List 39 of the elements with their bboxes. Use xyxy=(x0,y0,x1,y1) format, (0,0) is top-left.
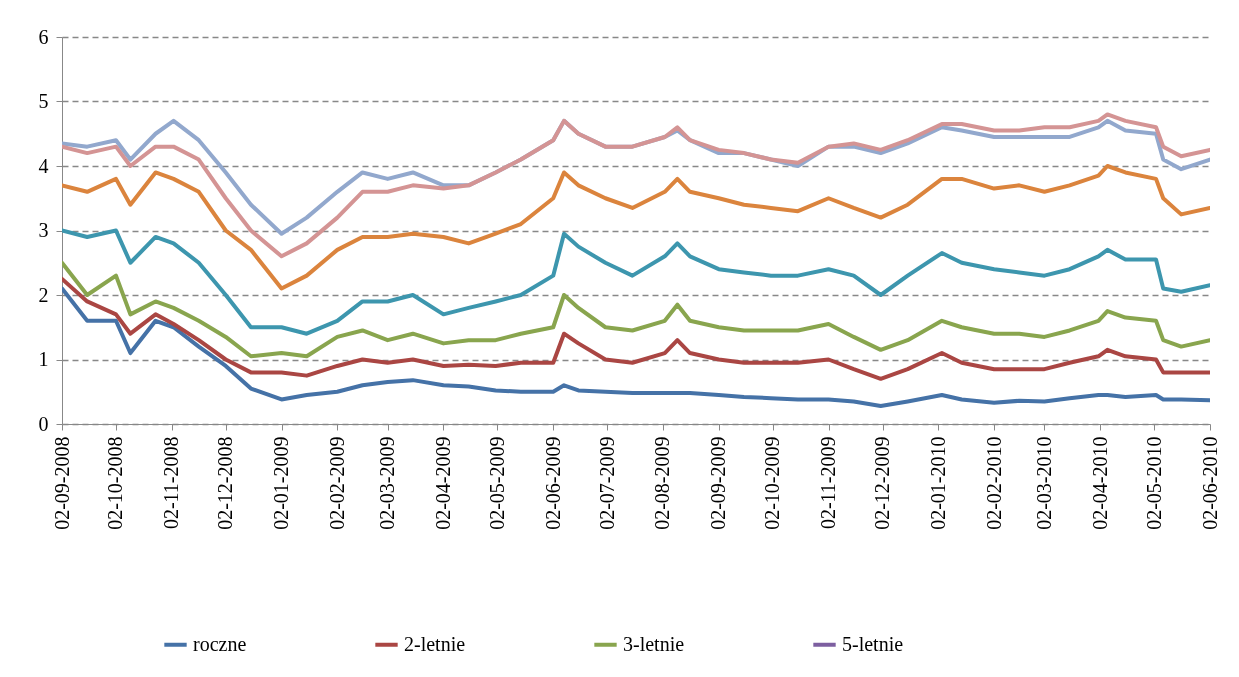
x-tick-label: 02-09-2009 xyxy=(707,436,730,530)
x-tick-label: 02-07-2009 xyxy=(595,436,618,530)
line-series xyxy=(62,164,1210,291)
line-series xyxy=(62,112,1210,259)
x-tick-label: 02-01-2009 xyxy=(270,436,293,530)
legend-label: 3-letnie xyxy=(623,632,685,655)
legend-label: 5-letnie xyxy=(842,632,904,655)
x-tick-label: 02-10-2008 xyxy=(104,436,127,530)
legend-label: roczne xyxy=(193,632,247,655)
x-tick-label: 02-10-2009 xyxy=(761,436,784,530)
line-series xyxy=(62,260,1210,359)
x-tick-label: 02-03-2009 xyxy=(376,436,399,530)
x-tick-label: 02-08-2009 xyxy=(651,436,674,530)
y-tick-label: 2 xyxy=(38,283,49,306)
x-tick-label: 02-11-2009 xyxy=(817,436,840,530)
x-tick-label: 02-02-2010 xyxy=(982,436,1005,530)
x-tick-label: 02-05-2010 xyxy=(1142,436,1165,530)
line-series xyxy=(62,276,1210,381)
legend-label: 2-letnie xyxy=(404,632,466,655)
x-tick-label: 02-04-2010 xyxy=(1088,436,1111,530)
x-tick-label: 02-12-2009 xyxy=(871,436,894,530)
x-tick-label: 02-03-2010 xyxy=(1032,436,1055,530)
y-tick-label: 5 xyxy=(38,90,49,112)
x-tick-label: 02-01-2010 xyxy=(926,436,949,530)
x-tick-label: 02-09-2008 xyxy=(50,436,73,530)
x-tick-label: 02-11-2008 xyxy=(160,436,183,530)
y-tick-label: 6 xyxy=(38,25,49,48)
x-tick-label: 02-04-2009 xyxy=(431,436,454,530)
x-tick-label: 02-05-2009 xyxy=(485,436,508,530)
x-tick-label: 02-02-2009 xyxy=(325,436,348,530)
y-tick-label: 3 xyxy=(38,219,49,241)
y-tick-label: 0 xyxy=(38,412,49,435)
y-tick-label: 1 xyxy=(38,348,49,370)
x-tick-label: 02-06-2009 xyxy=(541,436,564,530)
y-tick-label: 4 xyxy=(38,154,49,177)
line-series xyxy=(62,286,1210,408)
line-series xyxy=(62,228,1210,336)
x-tick-label: 02-06-2010 xyxy=(1198,436,1221,530)
x-tick-label: 02-12-2008 xyxy=(214,436,237,530)
